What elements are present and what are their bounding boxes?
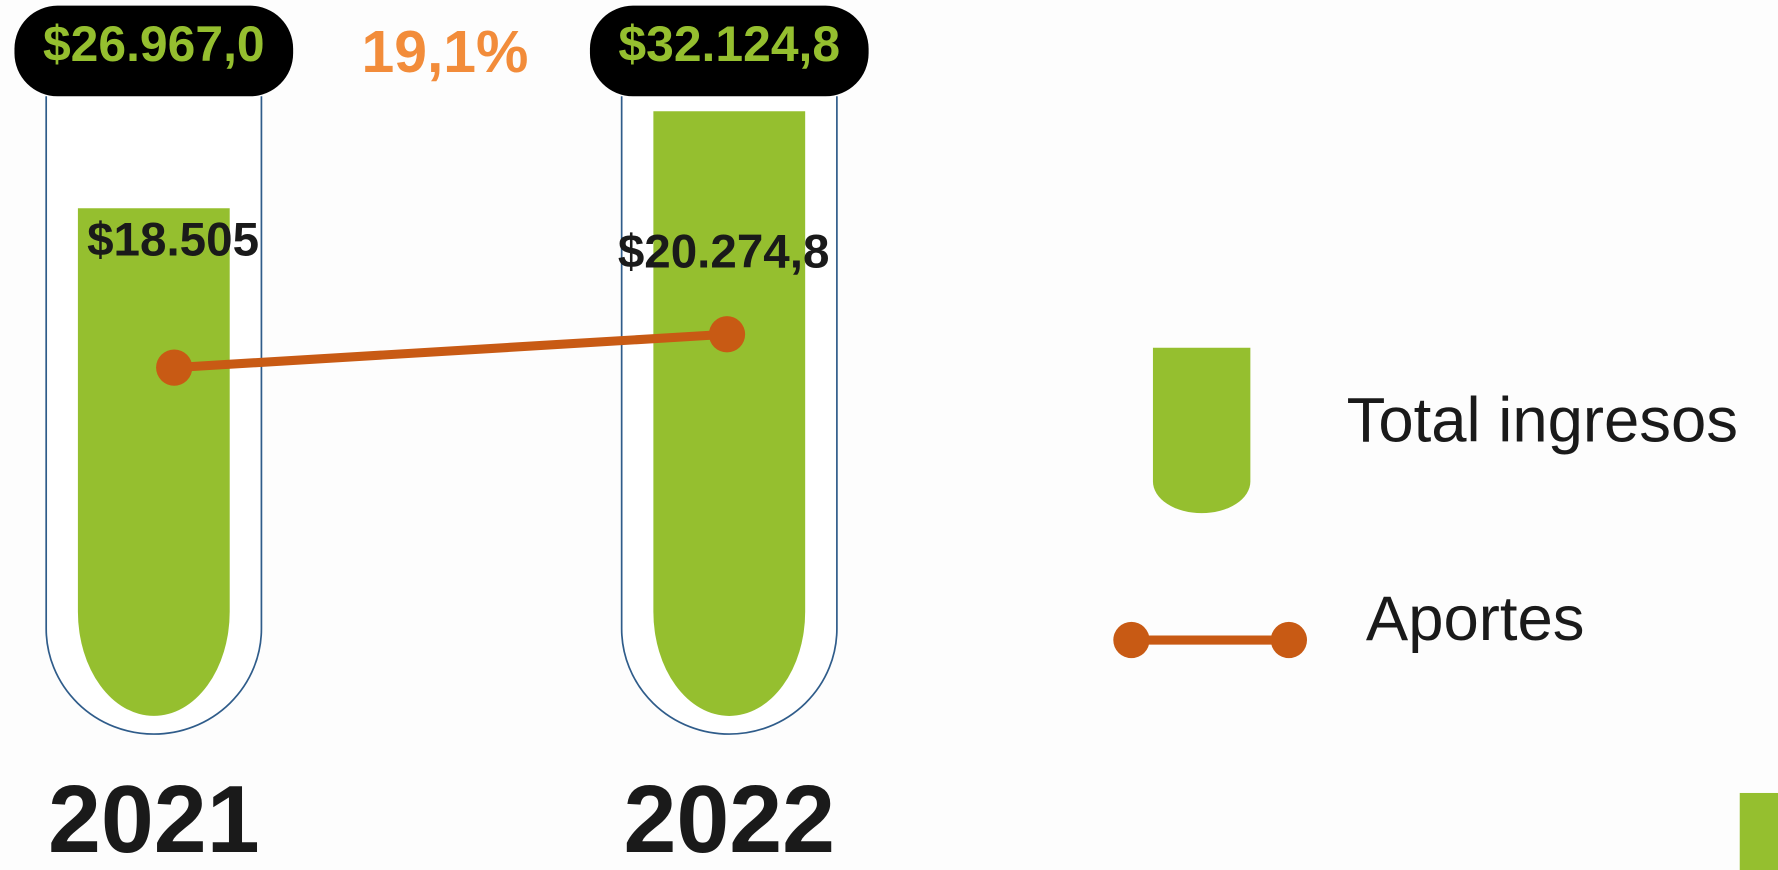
line (173, 329, 728, 373)
legend-point (1113, 621, 1150, 659)
aportes-label: $18.505 (87, 214, 259, 267)
bar (653, 111, 806, 716)
aportes-label: $20.274,8 (618, 226, 830, 279)
bar (77, 208, 230, 716)
legend-label: Total ingresos (1347, 386, 1738, 456)
x-tick-label: 2021 (48, 767, 260, 870)
x-tick-label: 2022 (623, 767, 835, 870)
line-point (708, 316, 746, 353)
total-label: $32.124,8 (618, 16, 840, 72)
line-point (156, 349, 193, 386)
tube-cap (589, 5, 869, 97)
legend-point (1270, 621, 1308, 659)
logo (1739, 792, 1778, 870)
legend-label: Aportes (1366, 584, 1585, 654)
legend-swatch (1152, 347, 1251, 514)
total-label: $26.967,0 (43, 16, 265, 72)
tube-cap (14, 5, 294, 97)
growth-annotation: 19,1% (361, 20, 528, 85)
